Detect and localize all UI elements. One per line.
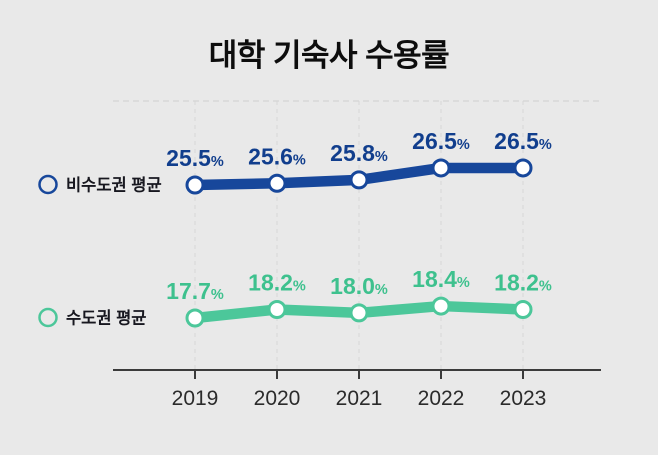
data-point-marker bbox=[431, 158, 451, 178]
chart-title: 대학 기숙사 수용률 bbox=[208, 38, 450, 73]
legend-marker-1 bbox=[38, 307, 58, 328]
data-label: 18.2% bbox=[248, 269, 306, 295]
data-point-marker bbox=[431, 296, 451, 316]
data-label: 25.5% bbox=[166, 145, 224, 171]
data-point-marker bbox=[349, 170, 369, 190]
x-axis-label: 2022 bbox=[418, 387, 465, 410]
data-label: 26.5% bbox=[494, 128, 552, 154]
x-axis-label: 2023 bbox=[500, 387, 547, 410]
legend-label-1: 수도권 평균 bbox=[66, 309, 146, 328]
data-label: 17.7% bbox=[166, 278, 224, 304]
legend-marker-0 bbox=[38, 174, 58, 195]
x-axis-label: 2020 bbox=[254, 387, 301, 410]
data-point-marker bbox=[513, 299, 533, 319]
data-point-marker bbox=[185, 308, 205, 328]
data-label: 26.5% bbox=[412, 128, 470, 154]
data-point-marker bbox=[349, 303, 369, 323]
x-axis-label: 2021 bbox=[336, 387, 383, 410]
x-axis-label: 2019 bbox=[172, 387, 219, 410]
data-point-marker bbox=[267, 299, 287, 319]
data-label: 18.4% bbox=[412, 266, 470, 292]
legend-label-0: 비수도권 평균 bbox=[66, 176, 162, 195]
data-label: 25.6% bbox=[248, 143, 306, 169]
data-point-marker bbox=[267, 173, 287, 193]
data-label: 25.8% bbox=[330, 140, 388, 166]
data-label: 18.2% bbox=[494, 269, 552, 295]
data-point-marker bbox=[513, 158, 533, 178]
data-point-marker bbox=[185, 175, 205, 195]
data-label: 18.0% bbox=[330, 273, 388, 299]
